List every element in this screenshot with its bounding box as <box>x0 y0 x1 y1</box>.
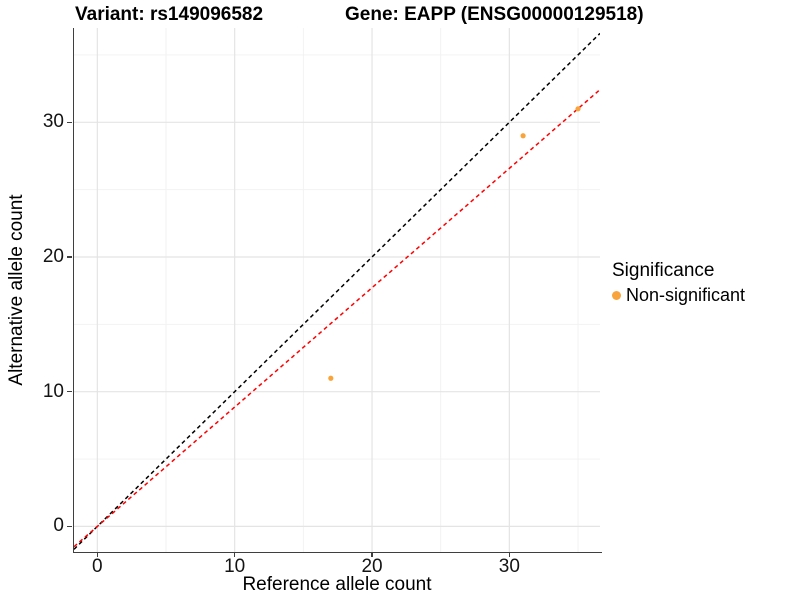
legend-item-non-significant: Non-significant <box>612 285 745 306</box>
x-tick-label: 20 <box>361 556 383 577</box>
y-tick-mark <box>67 256 72 258</box>
legend-title: Significance <box>612 260 715 281</box>
data-point <box>520 133 526 139</box>
y-tick-mark <box>67 390 72 393</box>
y-tick-mark <box>67 121 72 124</box>
identity-line <box>74 32 600 550</box>
x-tick-label: 10 <box>224 556 246 577</box>
x-axis-title: Reference allele count <box>242 574 432 595</box>
data-point <box>575 106 581 112</box>
y-tick-label: 10 <box>42 380 64 402</box>
x-tick-mark <box>508 552 511 557</box>
x-tick-label: 0 <box>92 556 103 577</box>
x-tick-mark <box>96 552 99 557</box>
fit-line <box>74 89 600 548</box>
x-tick-mark <box>233 552 236 557</box>
variant-title: Variant: rs149096582 <box>75 4 264 25</box>
y-tick-label: 0 <box>53 515 64 537</box>
gene-title: Gene: EAPP (ENSG00000129518) <box>345 4 644 25</box>
y-axis-title: Alternative allele count <box>6 194 27 386</box>
legend-point-swatch <box>612 291 621 300</box>
y-tick-label: 30 <box>42 111 64 133</box>
plot-panel <box>74 28 600 552</box>
plot-canvas <box>74 28 600 552</box>
legend: Significance Non-significant <box>612 260 745 306</box>
legend-item-label: Non-significant <box>626 285 746 305</box>
data-point <box>328 375 334 381</box>
x-axis-line <box>72 551 602 553</box>
x-tick-label: 30 <box>498 556 520 577</box>
x-tick-mark <box>371 552 373 557</box>
y-axis-line <box>72 28 74 553</box>
y-tick-mark <box>67 525 72 528</box>
y-tick-label: 20 <box>42 245 64 267</box>
